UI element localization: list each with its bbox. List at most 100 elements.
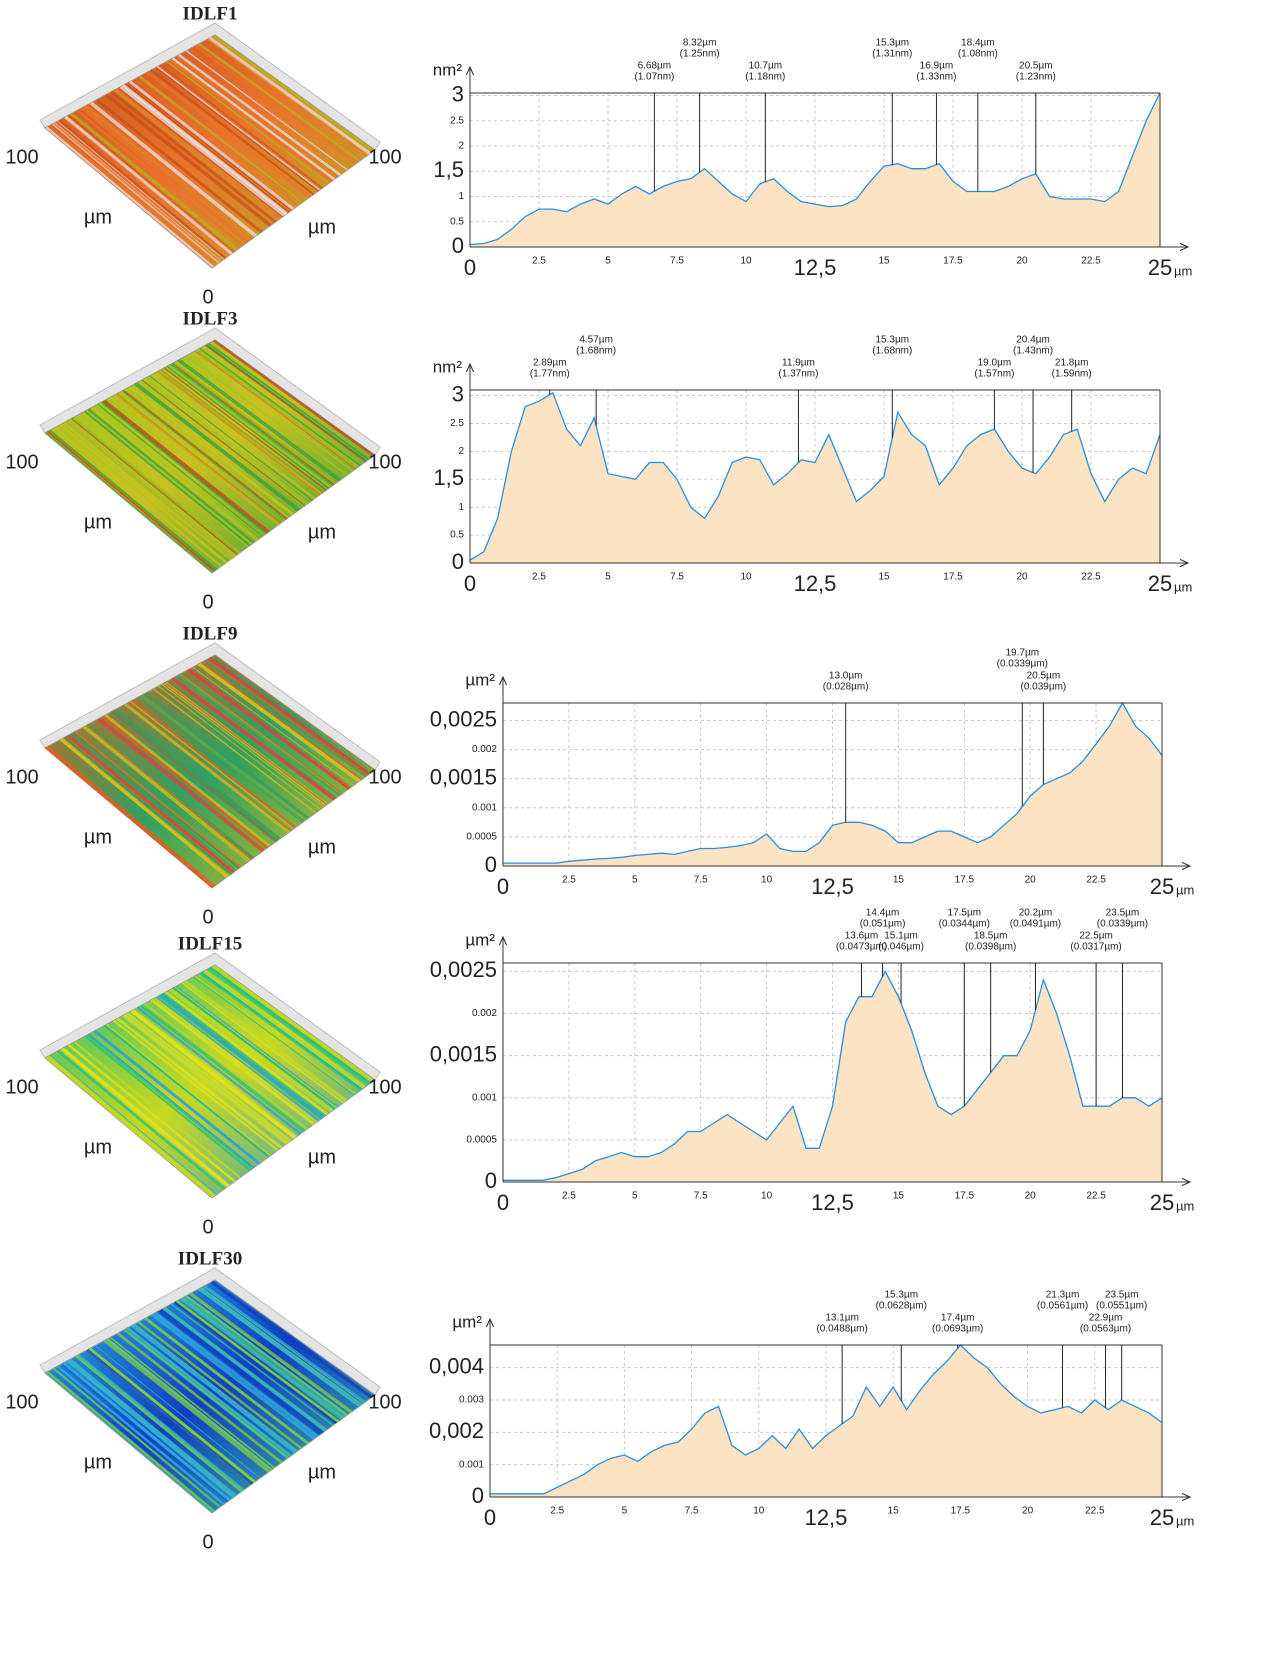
x-tick-label: 5: [605, 572, 611, 583]
x-tick-label: 2.5: [532, 572, 546, 583]
annotation-label: 23.5µm: [1105, 1290, 1139, 1301]
x-tick-label: 20: [1016, 256, 1028, 267]
x-tick-label: 2.5: [562, 1191, 576, 1202]
y-tick-label: 3: [452, 381, 464, 406]
x-tick-label: 7.5: [685, 1506, 699, 1517]
surface-stripe: [91, 406, 258, 542]
y-tick-label: 0.001: [459, 1459, 484, 1470]
annotation-label: 6.68µm: [638, 61, 672, 72]
surface-stripe: [82, 725, 250, 863]
x-tick-label: 17.5: [955, 875, 975, 886]
surface-stripe: [207, 342, 370, 461]
surface-stripe: [123, 83, 290, 214]
surface-axis-label: µm: [308, 836, 336, 858]
surface-axis-label: µm: [84, 826, 112, 848]
surface-stripe: [123, 1328, 289, 1459]
annotation-label: 14.4µm: [866, 908, 900, 919]
annotation-sublabel: (0.0339µm): [1097, 919, 1148, 930]
surface-stripe: [101, 400, 268, 535]
surface-stripe: [170, 1303, 334, 1427]
surface-stripe: [114, 88, 281, 221]
surface-stripe: [171, 57, 336, 181]
annotation-label: 20.4µm: [1016, 335, 1050, 346]
surface-axis-label: µm: [308, 521, 336, 543]
annotation-sublabel: (0.051µm): [860, 919, 906, 930]
surface-stripe: [161, 683, 325, 808]
annotation-label: 17.4µm: [941, 1313, 975, 1324]
annotation-label: 15.3µm: [875, 38, 909, 49]
x-tick-label: 10: [753, 1506, 765, 1517]
y-tick-label: 3: [452, 81, 464, 106]
annotation-label: 20.5µm: [1027, 671, 1061, 682]
surface-stripes: [45, 655, 375, 888]
surface-stripe: [69, 733, 237, 872]
y-tick-label: 2.5: [450, 115, 464, 126]
x-tick-label: 0: [464, 571, 476, 596]
y-tick-label: 1: [458, 191, 464, 202]
surface-stripe: [68, 1358, 237, 1498]
surface-stripe: [154, 1310, 320, 1438]
y-tick-label: 0.001: [472, 802, 497, 813]
y-tick-label: 0: [472, 1483, 484, 1508]
x-tick-label: 10: [761, 1191, 773, 1202]
x-tick-label: 20: [1025, 1191, 1037, 1202]
surface-stripe: [214, 655, 375, 771]
y-tick-label: 0,002: [429, 1418, 484, 1443]
surface-stripe: [142, 1002, 308, 1131]
surface-stripe: [88, 1347, 256, 1484]
surface-stripe: [62, 1361, 231, 1502]
surface-stripe: [104, 1023, 272, 1158]
surface-stripe: [57, 1365, 225, 1505]
surface-stripe: [194, 975, 356, 1095]
surface-stripe: [45, 432, 213, 573]
surface-stripe: [150, 69, 315, 196]
x-tick-label: 25: [1150, 874, 1174, 899]
surface-axis-label: µm: [308, 1461, 336, 1483]
surface-stripe: [52, 1367, 221, 1509]
annotation-sublabel: (1.37nm): [778, 369, 818, 380]
surface-axis-label: 100: [368, 146, 401, 168]
surface-stripe: [70, 112, 239, 251]
surface-stripe: [53, 1367, 221, 1508]
surface-axis-label: µm: [84, 1136, 112, 1158]
y-tick-label: 0.001: [472, 1092, 497, 1103]
surface-stripe: [45, 432, 214, 573]
annotation-label: 15.3µm: [884, 1290, 918, 1301]
area-fill: [470, 392, 1160, 563]
x-tick-label: 25: [1148, 255, 1172, 280]
surface-stripe: [131, 1008, 297, 1139]
surface-stripe: [48, 124, 217, 266]
annotation-sublabel: (1.18nm): [745, 72, 785, 83]
x-unit: µm: [1174, 263, 1192, 278]
surface-stripe: [76, 1353, 245, 1492]
surface-stripe: [175, 55, 339, 178]
surface-stripe: [197, 348, 360, 468]
x-tick-label: 0: [497, 1190, 509, 1215]
surface-stripe: [174, 1300, 338, 1424]
x-tick-label: 12,5: [811, 874, 854, 899]
annotation-sublabel: (0.0491µm): [1010, 919, 1061, 930]
x-tick-label: 5: [632, 875, 638, 886]
surface-axis-label: 0: [202, 1216, 213, 1238]
surface-stripes: [45, 340, 375, 573]
surface-axis-label: 100: [5, 146, 38, 168]
surface-stripe: [103, 1339, 271, 1473]
surface-axis-label: µm: [308, 1146, 336, 1168]
y-unit: µm²: [465, 670, 495, 689]
surface-stripe: [155, 66, 319, 192]
surface-axis-label: 0: [202, 591, 213, 613]
surface-axis-label: 100: [5, 451, 38, 473]
y-tick-label: 0: [452, 549, 464, 574]
surface-stripe: [156, 996, 320, 1122]
x-tick-label: 2.5: [562, 875, 576, 886]
surface-stripe: [49, 429, 218, 571]
surface-stripe: [82, 411, 249, 548]
surface-stripe: [169, 987, 334, 1113]
x-tick-label: 17.5: [943, 256, 963, 267]
surface-stripe: [137, 1321, 303, 1450]
x-tick-label: 22.5: [1081, 256, 1101, 267]
x-tick-label: 22.5: [1086, 875, 1106, 886]
annotation-label: 22.5µm: [1079, 931, 1113, 942]
surface-stripe: [136, 1006, 302, 1135]
surface-stripe: [127, 81, 293, 212]
